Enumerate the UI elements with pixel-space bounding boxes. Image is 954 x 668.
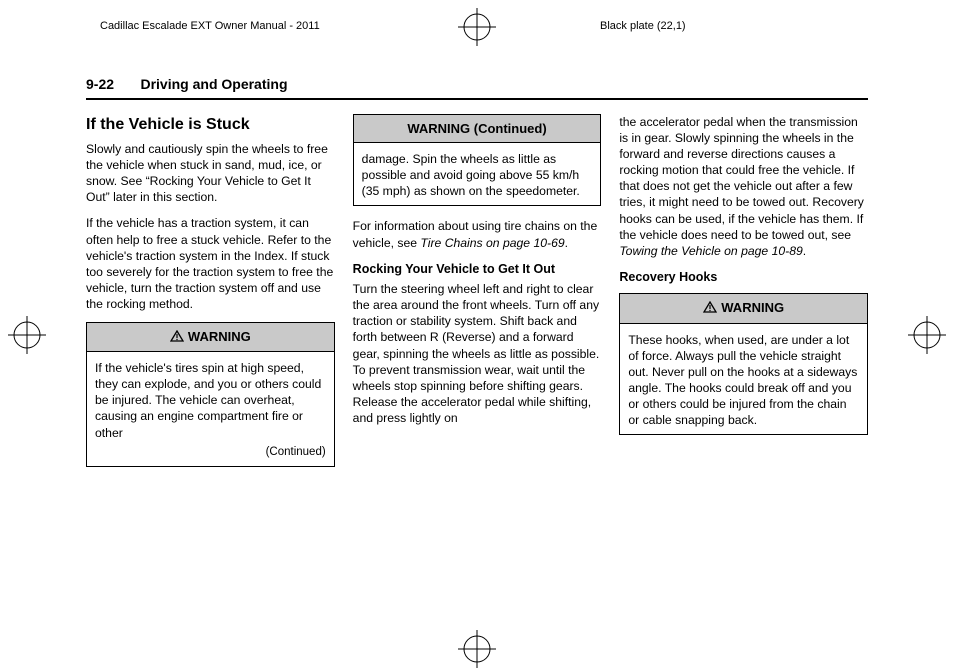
col2-para2: Turn the steering wheel left and right t… [353,281,602,426]
warning-body-2: damage. Spin the wheels as little as pos… [354,143,601,205]
warning-box-1: WARNING If the vehicle's tires spin at h… [86,322,335,467]
towing-ref: Towing the Vehicle on page 10‑89 [619,244,802,258]
heading-rocking: Rocking Your Vehicle to Get It Out [353,261,602,278]
warning-title-2: WARNING (Continued) [354,115,601,143]
col2-para1: For information about using tire chains … [353,218,602,250]
col3-p1c: . [803,244,806,258]
section-title: Driving and Operating [140,76,287,92]
header-left-text: Cadillac Escalade EXT Owner Manual - 201… [100,20,320,32]
warning-label-1: WARNING [188,329,251,344]
warning-triangle-icon-2 [703,300,717,317]
three-column-layout: If the Vehicle is Stuck Slowly and cauti… [86,114,868,467]
warning-title-3: WARNING [620,294,867,323]
warning-body-3: These hooks, when used, are under a lot … [620,324,867,435]
header-right-text: Black plate (22,1) [600,20,686,32]
column-1: If the Vehicle is Stuck Slowly and cauti… [86,114,335,467]
tire-chains-ref: Tire Chains on page 10‑69 [420,236,564,250]
regmark-bottom [458,630,496,668]
warning-box-3: WARNING These hooks, when used, are unde… [619,293,868,435]
print-header: Cadillac Escalade EXT Owner Manual - 201… [0,20,954,60]
column-2: WARNING (Continued) damage. Spin the whe… [353,114,602,467]
warning-box-2: WARNING (Continued) damage. Spin the whe… [353,114,602,206]
page-number: 9-22 [86,76,114,92]
warning-text-1: If the vehicle's tires spin at high spee… [95,361,321,439]
col1-para1: Slowly and cautiously spin the wheels to… [86,141,335,205]
warning-title-1: WARNING [87,323,334,352]
column-3: the accelerator pedal when the transmiss… [619,114,868,467]
col2-p1c: . [565,236,568,250]
col3-p1a: the accelerator pedal when the transmiss… [619,115,864,242]
heading-stuck: If the Vehicle is Stuck [86,114,335,135]
regmark-left [8,316,46,354]
regmark-right [908,316,946,354]
warning-label-3: WARNING [721,300,784,315]
page-heading: 9-22 Driving and Operating [86,76,868,100]
page-content: 9-22 Driving and Operating If the Vehicl… [86,76,868,467]
warning-triangle-icon [170,329,184,346]
col3-para1: the accelerator pedal when the transmiss… [619,114,868,259]
col1-para2: If the vehicle has a traction system, it… [86,215,335,312]
warning-body-1: If the vehicle's tires spin at high spee… [87,352,334,466]
continued-label: (Continued) [95,445,326,460]
heading-recovery-hooks: Recovery Hooks [619,269,868,286]
warning-label-2: WARNING (Continued) [407,121,546,136]
